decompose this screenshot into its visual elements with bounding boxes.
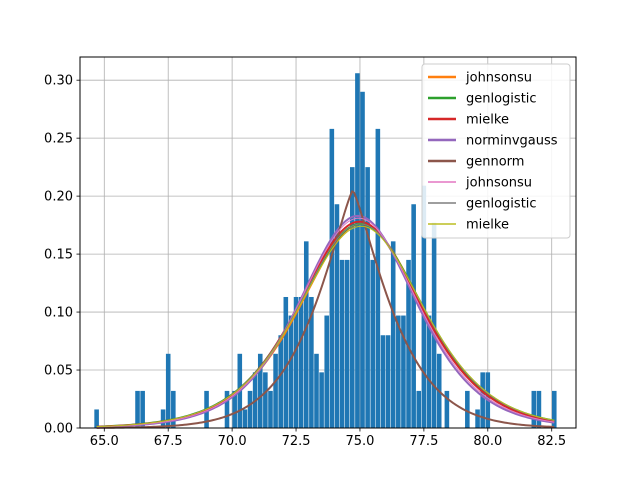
x-tick-label: 82.5 [537,434,566,449]
y-tick-label: 0.15 [44,248,73,263]
histogram-bar [380,335,386,428]
plot-frame [79,56,577,429]
histogram-bar [288,315,294,428]
fit-curves [96,190,555,429]
histogram-bar [247,390,253,428]
histogram-bar [536,390,542,428]
legend-label: johnsonsu [465,71,532,86]
histogram-bar [171,390,176,428]
histogram-bar [224,390,230,428]
histogram-bar [94,409,99,428]
fit-curve-johnsonsu [96,217,555,428]
legend: johnsonsu genlogistic mielke norminvgauss ge… [421,63,571,239]
histogram-bar [355,73,360,428]
histogram-bar [390,241,396,428]
y-tick-label: 0.30 [44,74,73,89]
x-axis-ticks: 65.0 67.5 70.0 72.5 75.0 77.5 80.0 82.5 [90,428,566,449]
legend-box [421,63,571,239]
legend-label: genlogistic [466,197,537,212]
histogram-bar [396,315,401,428]
histogram-bar [293,296,299,428]
histogram-bar [242,409,248,428]
legend-label: gennorm [466,155,524,170]
x-tick-label: 77.5 [409,434,438,449]
histogram-bar [140,390,145,428]
histogram-bar [268,390,273,428]
x-tick-label: 65.0 [90,434,119,449]
histogram-bar [365,167,370,428]
x-tick-label: 70.0 [218,434,247,449]
fit-curve-mielke [96,225,555,428]
legend-label: mielke [466,218,509,233]
histogram-bar [401,315,406,428]
histogram-bar [411,204,416,428]
histogram-bar [480,372,485,428]
histogram-bar [232,390,237,428]
histogram-bar [329,128,335,428]
histogram-bar [406,259,411,428]
histogram-bar [344,259,350,428]
histogram-bar [263,372,268,428]
histogram-bar [375,128,381,428]
histogram-bar [278,335,283,428]
x-tick-label: 80.0 [473,434,502,449]
legend-label: norminvgauss [466,134,558,149]
histogram-bar [309,296,314,428]
histogram-bar [385,335,391,428]
histogram-bar [531,390,537,428]
histogram-bar [370,259,376,428]
histogram-bar [165,353,171,428]
y-tick-label: 0.10 [44,306,73,321]
histogram-bar [444,390,450,428]
y-tick-label: 0.05 [44,364,73,379]
histogram-bar [303,241,309,428]
x-tick-label: 72.5 [282,434,311,449]
histogram-bar [465,390,470,428]
histogram-bar [319,372,324,428]
legend-label: mielke [466,113,509,128]
histogram-bar [350,167,355,428]
y-tick-label: 0.00 [44,422,73,437]
histogram-bar [416,390,422,428]
y-tick-label: 0.20 [44,190,73,205]
legend-label: johnsonsu [465,176,532,191]
histogram-bar [283,296,289,428]
x-tick-label: 75.0 [345,434,374,449]
histogram-bar [135,390,140,428]
histogram-bar [324,315,330,428]
histogram-bars [94,73,557,428]
histogram-bar [339,259,345,428]
histogram-bar [314,353,319,428]
y-axis-ticks: 0.00 0.05 0.10 0.15 0.20 0.25 0.30 [44,74,80,437]
x-tick-label: 67.5 [154,434,183,449]
histogram-bar [273,353,278,428]
histogram-bar [426,315,432,428]
legend-label: genlogistic [466,92,537,107]
histogram-bar [257,353,263,428]
histogram-bar [334,204,340,428]
histogram-bar [360,91,365,428]
histogram-bar [475,409,480,428]
histogram-bar [160,409,166,428]
histogram-bar [551,390,557,428]
fit-curve-gennorm [96,190,555,429]
histogram-bar [298,296,304,428]
y-tick-label: 0.25 [44,132,73,147]
